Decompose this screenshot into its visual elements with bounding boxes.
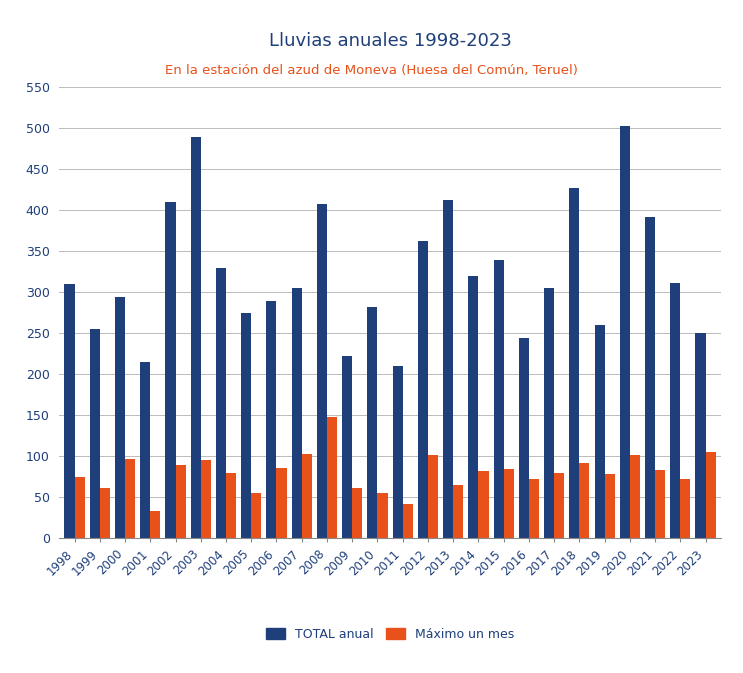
Bar — [493, 260, 504, 538]
Bar — [367, 307, 377, 538]
Bar — [216, 268, 226, 538]
Bar — [317, 204, 327, 538]
Bar — [352, 487, 363, 538]
Bar — [302, 454, 312, 538]
Bar — [100, 487, 110, 538]
Bar — [519, 338, 529, 538]
Bar — [226, 473, 236, 538]
Bar — [251, 493, 262, 538]
Bar — [695, 333, 706, 538]
Bar — [74, 477, 85, 538]
Bar — [342, 357, 352, 538]
Bar — [241, 313, 251, 538]
Bar — [468, 276, 478, 538]
Bar — [428, 455, 438, 538]
Bar — [529, 479, 539, 538]
Bar — [292, 288, 302, 538]
Bar — [115, 297, 125, 538]
Title: Lluvias anuales 1998-2023: Lluvias anuales 1998-2023 — [269, 32, 511, 50]
Bar — [443, 200, 453, 538]
Bar — [681, 479, 690, 538]
Bar — [544, 288, 554, 538]
Text: En la estación del azud de Moneva (Huesa del Común, Teruel): En la estación del azud de Moneva (Huesa… — [165, 64, 578, 77]
Bar — [267, 301, 276, 538]
Bar — [150, 511, 160, 538]
Bar — [276, 468, 287, 538]
Bar — [569, 188, 580, 538]
Bar — [191, 137, 201, 538]
Bar — [166, 203, 175, 538]
Bar — [630, 455, 640, 538]
Bar — [65, 284, 74, 538]
Bar — [504, 468, 513, 538]
Legend: TOTAL anual, Máximo un mes: TOTAL anual, Máximo un mes — [260, 622, 520, 647]
Bar — [554, 473, 564, 538]
Bar — [670, 283, 681, 538]
Bar — [140, 362, 150, 538]
Bar — [706, 452, 716, 538]
Bar — [453, 485, 464, 538]
Bar — [403, 504, 413, 538]
Bar — [594, 325, 605, 538]
Bar — [175, 464, 186, 538]
Bar — [645, 217, 655, 538]
Bar — [327, 417, 337, 538]
Bar — [580, 463, 589, 538]
Bar — [418, 241, 428, 538]
Bar — [392, 366, 403, 538]
Bar — [478, 471, 488, 538]
Bar — [605, 474, 614, 538]
Bar — [655, 470, 665, 538]
Bar — [90, 329, 100, 538]
Bar — [377, 493, 388, 538]
Bar — [620, 126, 630, 538]
Bar — [201, 460, 211, 538]
Bar — [125, 459, 135, 538]
